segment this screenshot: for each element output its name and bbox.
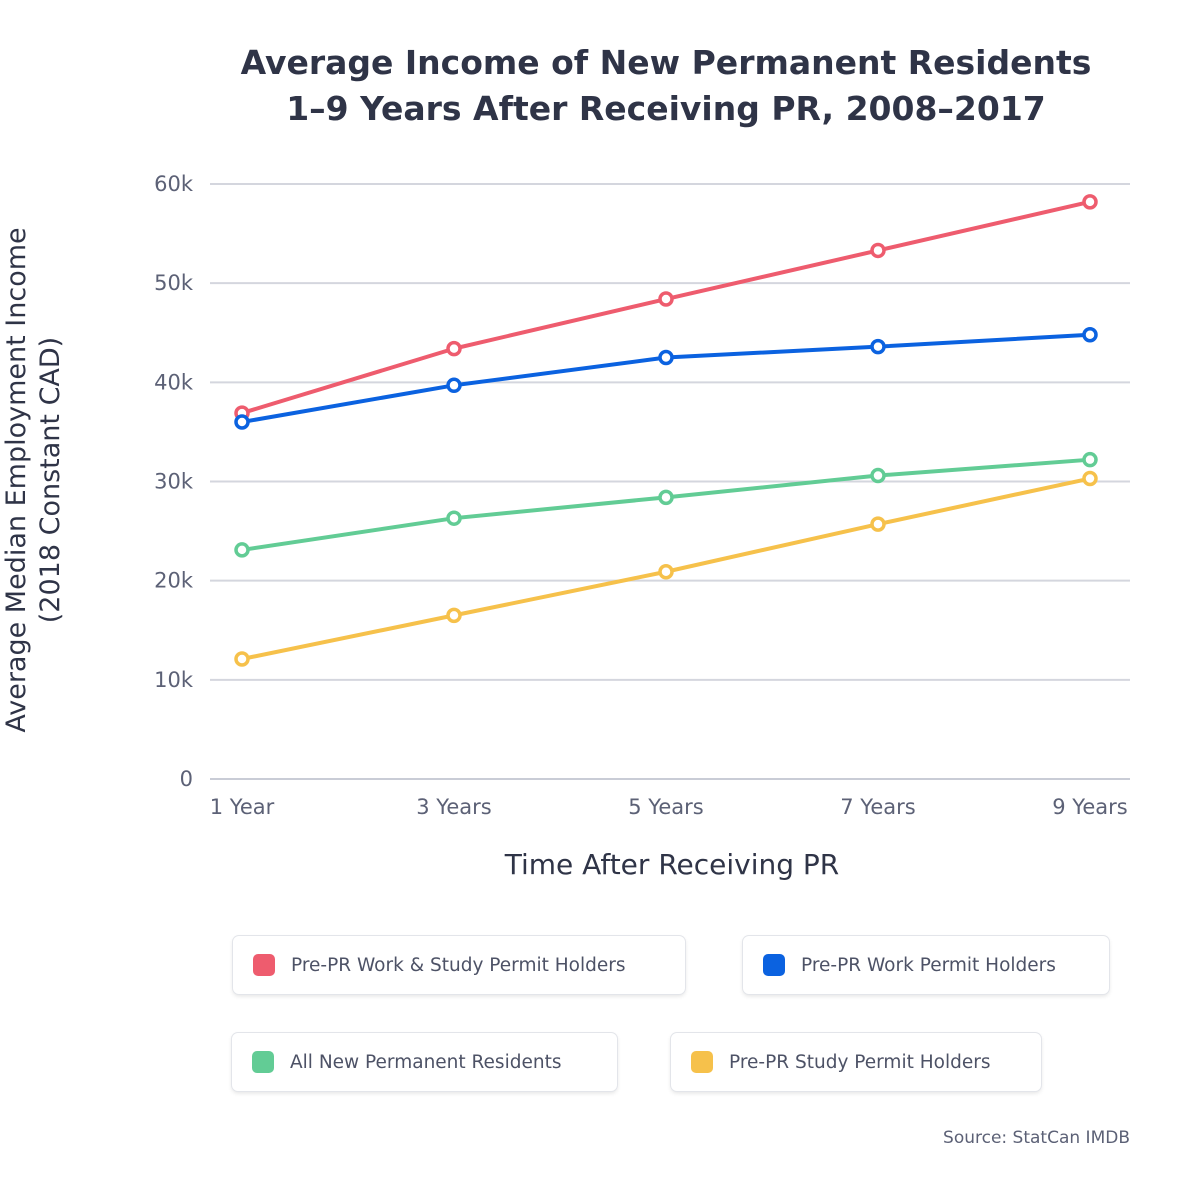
y-tick-label-5: 50k <box>154 271 194 295</box>
legend-item-all-new[interactable]: All New Permanent Residents <box>232 1033 617 1091</box>
legend-item-work-study[interactable]: Pre-PR Work & Study Permit Holders <box>233 936 685 994</box>
line-chart: 0 10k 20k 30k 40k 50k 60k 1 Year 3 Years 5 Years 7… <box>154 172 1130 819</box>
y-tick-label-3: 30k <box>154 470 194 494</box>
y-tick-label-4: 40k <box>154 370 194 394</box>
x-axis-label: Time After Receiving PR <box>504 848 840 881</box>
series-2-point-2 <box>658 489 674 506</box>
series-2-point-0 <box>234 542 250 558</box>
chart-title: Average Income of New Permanent Resident… <box>0 40 1200 132</box>
series-3-point-1 <box>446 607 462 624</box>
series-1-point-0 <box>234 414 250 430</box>
legend-item-study[interactable]: Pre-PR Study Permit Holders <box>671 1033 1041 1091</box>
y-tick-label-1: 10k <box>154 668 194 692</box>
series-0-point-1 <box>446 340 462 357</box>
series-0-point-3 <box>870 242 886 259</box>
legend-item-work[interactable]: Pre-PR Work Permit Holders <box>743 936 1109 994</box>
series-0-point-4 <box>1082 194 1098 210</box>
series-1-point-4 <box>1082 326 1098 343</box>
series-2-point-1 <box>446 510 462 526</box>
legend-label-work: Pre-PR Work Permit Holders <box>801 954 1056 976</box>
legend-swatch-all-new <box>252 1051 274 1073</box>
legend-label-study: Pre-PR Study Permit Holders <box>729 1051 991 1073</box>
chart-title-line1: Average Income of New Permanent Resident… <box>240 43 1092 82</box>
x-tick-label-4: 9 Years <box>1052 795 1127 819</box>
series-2-point-4 <box>1082 451 1098 468</box>
legend-swatch-work <box>763 954 785 976</box>
legend-label-all-new: All New Permanent Residents <box>290 1051 562 1073</box>
y-tick-label-0: 0 <box>180 767 193 791</box>
chart-title-line2: 1–9 Years After Receiving PR, 2008–2017 <box>286 89 1046 128</box>
series-1-point-1 <box>446 377 462 394</box>
series-3-point-2 <box>658 563 674 580</box>
x-tick-label-2: 5 Years <box>628 795 703 819</box>
legend-swatch-work-study <box>253 954 275 976</box>
series-1-point-3 <box>870 338 886 355</box>
series-3-point-3 <box>870 516 886 532</box>
y-tick-label-2: 20k <box>154 569 194 593</box>
series-1-point-2 <box>658 349 674 366</box>
x-tick-label-0: 1 Year <box>210 795 275 819</box>
x-tick-label-3: 7 Years <box>840 795 915 819</box>
series-0-point-2 <box>658 291 674 307</box>
series-line-1 <box>240 332 1092 424</box>
series-3-point-4 <box>1082 470 1098 487</box>
source-note: Source: StatCan IMDB <box>943 1128 1130 1148</box>
series-2-point-3 <box>870 467 886 484</box>
legend-label-work-study: Pre-PR Work & Study Permit Holders <box>291 954 626 976</box>
series-3-point-0 <box>234 651 250 667</box>
y-tick-label-6: 60k <box>154 172 194 196</box>
x-tick-label-1: 3 Years <box>416 795 491 819</box>
legend-swatch-study <box>691 1051 713 1073</box>
